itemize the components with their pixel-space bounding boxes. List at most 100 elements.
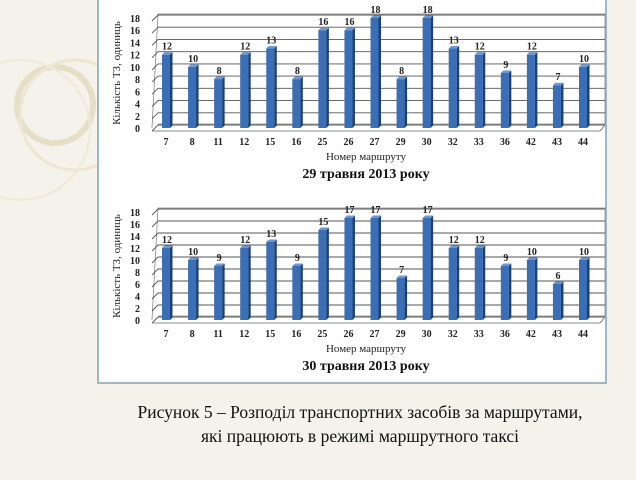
bar-top (422, 215, 434, 218)
bar-top (240, 245, 251, 248)
data-label: 13 (266, 229, 276, 240)
bar (448, 248, 457, 320)
bar-side (430, 15, 434, 128)
bar-side (482, 52, 486, 128)
bar-side (352, 27, 355, 128)
bar-side (456, 46, 460, 128)
x-tick-label: 26 (343, 329, 353, 340)
figure-caption: Рисунок 5 – Розподіл транспортних засобі… (100, 400, 620, 448)
bar-top (500, 70, 512, 73)
bar (448, 48, 457, 128)
x-tick-label: 11 (213, 329, 222, 340)
data-label: 17 (344, 205, 354, 216)
data-label: 9 (503, 253, 508, 264)
bar-top (552, 82, 564, 86)
y-tick-label: 6 (135, 87, 140, 98)
data-label: 7 (399, 265, 404, 276)
bar-side (560, 82, 564, 128)
y-tick-label: 4 (135, 292, 140, 303)
bar-side (222, 76, 225, 128)
y-tick-label: 2 (135, 304, 140, 315)
bar (396, 79, 405, 128)
bar-side (534, 52, 538, 128)
x-tick-label: 16 (291, 329, 301, 340)
bar-top (474, 245, 486, 248)
bar (474, 54, 483, 128)
x-tick-label: 44 (578, 329, 588, 340)
x-tick-label: 16 (291, 137, 301, 148)
bar (579, 260, 587, 320)
bar-top (162, 245, 173, 248)
bar-top (292, 76, 303, 80)
x-tick-label: 42 (526, 137, 536, 148)
bar (344, 30, 353, 128)
bar-side (274, 46, 277, 128)
bar-side (300, 76, 303, 128)
decorative-ring (14, 64, 96, 146)
bar (500, 266, 509, 320)
gridline (151, 26, 605, 34)
x-tick-label: 15 (265, 329, 275, 340)
bar-side (170, 245, 173, 320)
data-label: 12 (527, 42, 537, 53)
bar (188, 66, 197, 128)
bar (422, 18, 431, 128)
bar-side (508, 70, 512, 128)
x-tick-label: 12 (239, 137, 249, 148)
x-tick-label: 8 (190, 137, 195, 148)
y-tick-label: 14 (130, 232, 140, 243)
chart-may-29: 0246810121416181271088111212131581616251… (111, 5, 606, 182)
bar-top (370, 15, 381, 18)
x-tick-label: 44 (578, 137, 588, 148)
data-label: 17 (371, 205, 381, 216)
bar-top (552, 281, 564, 284)
data-label: 12 (475, 235, 485, 246)
bar-top (188, 257, 199, 260)
y-tick-label: 12 (130, 51, 140, 62)
bar-top (579, 64, 590, 67)
y-tick-label: 16 (130, 26, 140, 37)
bar-side (326, 227, 329, 320)
bar-top (214, 263, 225, 266)
data-label: 12 (240, 42, 250, 53)
bar-top (448, 245, 460, 248)
bar-top (474, 52, 486, 55)
bar (240, 248, 249, 320)
bar-side (222, 263, 225, 320)
bar (266, 48, 275, 128)
bar-side (534, 257, 538, 320)
y-axis-label: Кількість ТЗ, одиниць (111, 21, 123, 125)
x-tick-label: 33 (474, 329, 484, 340)
gridline (151, 220, 605, 228)
data-label: 8 (295, 66, 300, 77)
y-tick-label: 18 (130, 208, 140, 219)
x-tick-label: 43 (552, 137, 562, 148)
caption-line-1: Рисунок 5 – Розподіл транспортних засобі… (137, 402, 583, 422)
bar-top (526, 257, 538, 260)
bar (552, 85, 561, 128)
x-tick-label: 42 (526, 329, 536, 340)
bar-top (344, 215, 355, 218)
bar-side (300, 263, 303, 320)
bar (552, 284, 561, 320)
data-label: 7 (555, 72, 560, 83)
y-tick-label: 0 (135, 124, 140, 135)
bar (370, 18, 379, 128)
x-tick-label: 25 (317, 329, 327, 340)
x-axis-label: Номер маршруту (326, 151, 407, 163)
bar-top (370, 215, 381, 218)
bar-top (422, 15, 434, 18)
x-tick-label: 30 (422, 137, 432, 148)
bar-top (162, 52, 173, 55)
x-tick-label: 30 (422, 329, 432, 340)
bar (370, 218, 379, 320)
bar (162, 54, 170, 128)
bar-side (378, 15, 381, 128)
data-label: 12 (475, 42, 485, 53)
chart-title: 29 травня 2013 року (302, 167, 429, 182)
bar-side (196, 64, 199, 128)
x-axis-floor (152, 316, 606, 324)
bar (162, 248, 170, 320)
data-label: 8 (399, 66, 404, 77)
x-tick-label: 11 (213, 137, 222, 148)
